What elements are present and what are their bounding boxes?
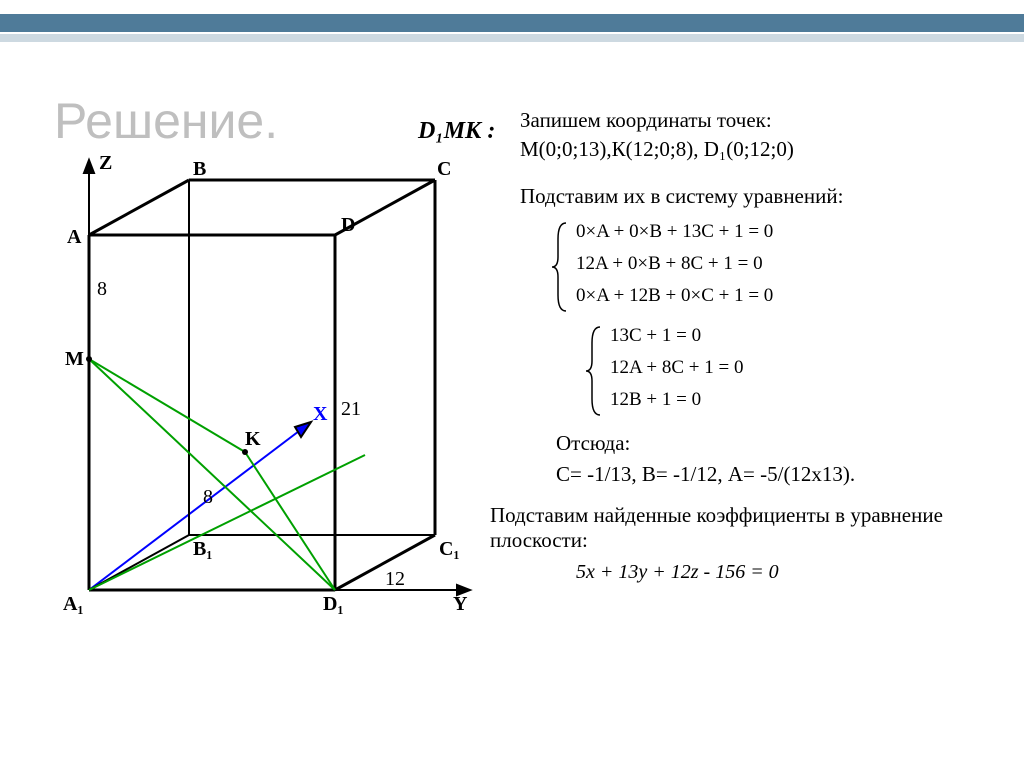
coeffs-line: С= -1/13, В= -1/12, А= -5/(12х13). xyxy=(556,462,1000,487)
vertex-D1: D₁ xyxy=(323,593,343,615)
sys2-eq3: 12B + 1 = 0 xyxy=(610,389,1000,411)
top-stripe-dark xyxy=(0,14,1024,32)
hence-label: Отсюда: xyxy=(556,431,1000,456)
vertex-C: C xyxy=(437,158,451,180)
sys1-eq1: 0×A + 0×B + 13C + 1 = 0 xyxy=(576,221,1000,243)
axis-z-label: Z xyxy=(99,155,112,174)
sys1-eq2: 12A + 0×B + 8C + 1 = 0 xyxy=(576,253,1000,275)
axis-x-label: X xyxy=(313,403,328,425)
top-stripe xyxy=(0,14,1024,44)
sys2-eq2: 12A + 8C + 1 = 0 xyxy=(610,357,1000,379)
page-title: Решение. xyxy=(54,92,278,150)
sys1-eq3: 0×A + 12B + 0×C + 1 = 0 xyxy=(576,285,1000,307)
edge-21: 21 xyxy=(341,398,361,420)
substitute-label: Подставим их в систему уравнений: xyxy=(520,184,1000,209)
vertex-A: A xyxy=(67,226,82,248)
edge-12: 12 xyxy=(385,568,405,590)
vertex-D: D xyxy=(341,214,355,236)
brace-icon xyxy=(552,221,568,313)
sys2-eq1: 13C + 1 = 0 xyxy=(610,325,1000,347)
system-2: 13C + 1 = 0 12A + 8C + 1 = 0 12B + 1 = 0 xyxy=(610,325,1000,417)
top-stripe-light xyxy=(0,34,1024,42)
point-M: M xyxy=(65,348,84,370)
edge-8-mid: 8 xyxy=(203,486,213,508)
plane-label: D₁МК : xyxy=(418,118,495,145)
cube-diagram: Z Y X A B C D A₁ B₁ C₁ D₁ M K 8 8 21 12 xyxy=(45,155,477,615)
axis-y-label: Y xyxy=(453,593,468,615)
write-coords-label: Запишем координаты точек: xyxy=(520,108,1000,133)
solution-steps: Запишем координаты точек: М(0;0;13),К(12… xyxy=(520,108,1000,584)
vertex-A1: A₁ xyxy=(63,593,83,615)
system-1: 0×A + 0×B + 13C + 1 = 0 12A + 0×B + 8C +… xyxy=(576,221,1000,313)
sub-final-label: Подставим найденные коэффициенты в уравн… xyxy=(490,503,1000,553)
point-K: K xyxy=(245,428,261,450)
brace-icon xyxy=(586,325,602,417)
final-equation: 5x + 13y + 12z - 156 = 0 xyxy=(576,561,1000,584)
vertex-C1: C₁ xyxy=(439,538,459,560)
coords-line: М(0;0;13),К(12;0;8), D₁(0;12;0) xyxy=(520,137,1000,162)
edge-8-left: 8 xyxy=(97,278,107,300)
vertex-B: B xyxy=(193,158,206,180)
vertex-B1: B₁ xyxy=(193,538,212,560)
